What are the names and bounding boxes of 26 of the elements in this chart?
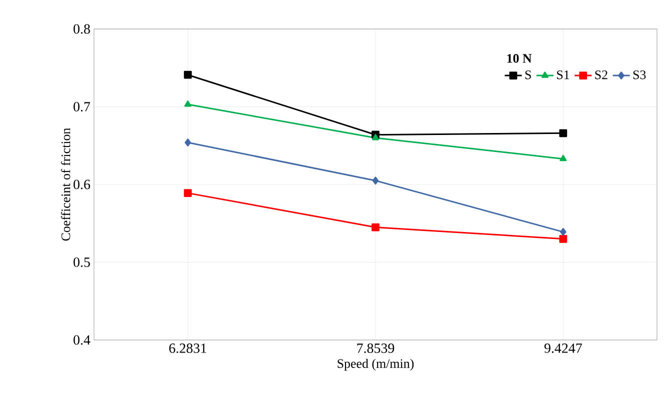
legend-label: S2	[595, 70, 608, 80]
point	[560, 228, 566, 236]
legend-label: S3	[633, 70, 646, 80]
point	[372, 134, 380, 140]
legend-label: S	[525, 70, 531, 80]
x-tick-label: 7.8539	[357, 344, 394, 353]
y-tick-label: 0.4	[74, 335, 90, 345]
x-axis-title: Speed (m/min)	[338, 358, 414, 371]
point	[184, 100, 192, 107]
point	[184, 70, 192, 79]
point	[560, 154, 567, 162]
y-tick-label: 0.5	[74, 258, 90, 267]
point	[372, 223, 380, 232]
y-tick-label: 0.6	[74, 180, 90, 190]
y-axis-title: Coefficeint of friction	[60, 128, 70, 241]
y-tick-label: 0.7	[74, 102, 90, 112]
point	[184, 189, 192, 197]
point	[372, 176, 379, 185]
point	[559, 129, 568, 138]
y-tick-label: 0.8	[74, 24, 90, 34]
legend-title: 10 N	[507, 54, 532, 63]
legend-label: S1	[557, 70, 570, 80]
x-tick-label: 9.4247	[544, 344, 582, 353]
x-tick-label: 6.2831	[169, 344, 206, 353]
point	[559, 234, 568, 243]
point	[184, 138, 191, 146]
